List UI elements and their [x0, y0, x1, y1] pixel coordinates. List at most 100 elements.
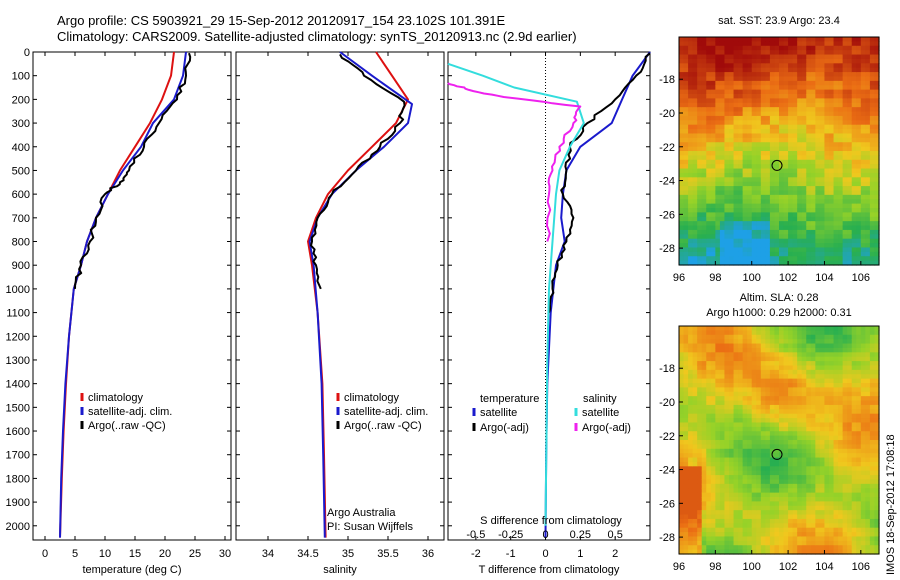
annotation-text: Argo Australia — [327, 507, 396, 519]
x-tick-label: 106 — [852, 561, 870, 573]
map-title: Altim. SLA: 0.28 — [740, 292, 819, 304]
x-tick-label: 15 — [129, 548, 141, 560]
x-tick-label: 2 — [612, 548, 618, 560]
x-tick-label: 96 — [673, 561, 685, 573]
x-tick-label: 0 — [542, 548, 548, 560]
x-tick-label: 98 — [709, 272, 721, 284]
legend-label: Argo(..raw -QC) — [344, 420, 422, 432]
x-tick-label: 100 — [743, 561, 761, 573]
series-line — [447, 82, 582, 242]
y-tick-label: 1900 — [6, 497, 30, 509]
y-tick-label: 1200 — [6, 331, 30, 343]
chart-title-line2: Climatology: CARS2009. Satellite-adjuste… — [57, 29, 577, 44]
plot-frame — [32, 51, 232, 541]
y-tick-label: 600 — [12, 189, 30, 201]
x-tick-label: 36 — [422, 548, 434, 560]
legend-label: Argo(-adj) — [480, 422, 529, 434]
map-frame — [678, 36, 880, 266]
series-line — [74, 52, 192, 289]
y-tick-label: 1700 — [6, 450, 30, 462]
y-tick-label: -24 — [659, 465, 675, 477]
plot-frame — [235, 51, 445, 541]
map-subtitle: Argo h1000: 0.29 h2000: 0.31 — [706, 307, 852, 319]
y-tick-label: 1800 — [6, 473, 30, 485]
argo-location-marker — [771, 448, 783, 460]
y-tick-label: -26 — [659, 498, 675, 510]
x-tick-label: 5 — [72, 548, 78, 560]
map-title: sat. SST: 23.9 Argo: 23.4 — [718, 15, 840, 27]
x-tick-label: 34.5 — [297, 548, 318, 560]
legend-title: temperature — [480, 393, 539, 405]
s-diff-tick-label: -0.25 — [498, 529, 523, 541]
y-tick-label: -20 — [659, 108, 675, 120]
heatmap-cells — [679, 37, 880, 266]
y-tick-label: 700 — [12, 213, 30, 225]
legend-label: Argo(..raw -QC) — [88, 420, 166, 432]
s-diff-axis-label: S difference from climatology — [480, 515, 622, 527]
y-tick-label: 900 — [12, 260, 30, 272]
x-tick-label: 100 — [743, 272, 761, 284]
series-line — [310, 53, 406, 290]
sla-map-panel: 96 98 100 102 104 106 -18 -20 -22 -24 -26 -28 Altim.… — [659, 292, 880, 573]
chart-title-line1: Argo profile: CS 5903921_29 15-Sep-2012 … — [57, 13, 506, 28]
y-tick-label: 1600 — [6, 426, 30, 438]
temperature-panel: 0100200300400500600700800900100011001200… — [6, 47, 232, 576]
x-tick-label: 98 — [709, 561, 721, 573]
map-frame — [678, 325, 880, 555]
legend-label: satellite-adj. clim. — [344, 406, 428, 418]
x-tick-label: 1 — [577, 548, 583, 560]
argo-location-marker — [771, 159, 783, 171]
y-tick-label: -28 — [659, 532, 675, 544]
series-line — [548, 52, 651, 313]
x-tick-label: 102 — [779, 272, 797, 284]
y-tick-label: -18 — [659, 363, 675, 375]
x-tick-label: 30 — [219, 548, 231, 560]
timestamp-label: IMOS 18-Sep-2012 17:08:18 — [885, 434, 897, 575]
sst-map-panel: 96 98 100 102 104 106 -18 -20 -22 -24 -26 -28 sat. S… — [659, 15, 880, 284]
s-diff-tick-label: -0.5 — [466, 529, 485, 541]
x-tick-label: 10 — [99, 548, 111, 560]
x-tick-label: 96 — [673, 272, 685, 284]
y-tick-label: -22 — [659, 431, 675, 443]
y-tick-label: 1000 — [6, 284, 30, 296]
s-diff-tick-label: 0.5 — [608, 529, 623, 541]
y-tick-label: 800 — [12, 237, 30, 249]
y-tick-label: 100 — [12, 71, 30, 83]
y-tick-label: 2000 — [6, 521, 30, 533]
x-tick-label: 20 — [159, 548, 171, 560]
y-tick-label: 500 — [12, 165, 30, 177]
x-tick-label: 25 — [189, 548, 201, 560]
legend-label: satellite — [582, 407, 619, 419]
x-tick-label: 34 — [262, 548, 274, 560]
series-line — [308, 51, 413, 538]
y-tick-label: 0 — [24, 47, 30, 59]
y-tick-label: -24 — [659, 176, 675, 188]
series-line — [447, 62, 585, 526]
y-tick-label: -20 — [659, 397, 675, 409]
difference-panel: -2 -1 0 1 2 T difference from climatology temp… — [447, 51, 651, 576]
y-tick-label: 1100 — [6, 308, 30, 320]
x-tick-label: 104 — [815, 272, 833, 284]
y-tick-label: 1300 — [6, 355, 30, 367]
legend-label: climatology — [88, 392, 144, 404]
y-tick-label: 300 — [12, 118, 30, 130]
salinity-panel: 34 34.5 35 35.5 36 salinity climatology satelli… — [235, 51, 445, 576]
x-tick-label: 35.5 — [377, 548, 398, 560]
legend-title: salinity — [583, 393, 617, 405]
y-tick-label: -28 — [659, 243, 675, 255]
x-tick-label: -1 — [506, 548, 516, 560]
x-tick-label: -2 — [471, 548, 481, 560]
s-diff-tick-label: 0.25 — [570, 529, 591, 541]
annotation-text: PI: Susan Wijffels — [327, 521, 413, 533]
x-axis-label: salinity — [323, 564, 357, 576]
legend-label: Argo(-adj) — [582, 422, 631, 434]
y-tick-label: -18 — [659, 74, 675, 86]
x-tick-label: 106 — [852, 272, 870, 284]
x-axis-label: temperature (deg C) — [82, 564, 181, 576]
x-tick-label: 0 — [42, 548, 48, 560]
x-tick-label: 102 — [779, 561, 797, 573]
x-tick-label: 104 — [815, 561, 833, 573]
legend-label: satellite-adj. clim. — [88, 406, 172, 418]
y-tick-label: 200 — [12, 94, 30, 106]
